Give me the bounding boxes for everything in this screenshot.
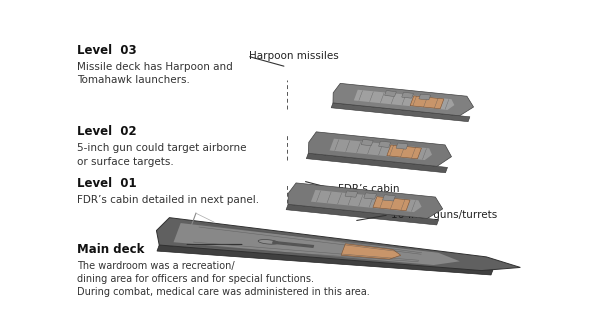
Polygon shape	[331, 103, 470, 122]
Text: 16-inch guns/turrets: 16-inch guns/turrets	[391, 210, 497, 220]
Polygon shape	[157, 218, 520, 271]
FancyBboxPatch shape	[419, 94, 430, 100]
FancyBboxPatch shape	[383, 195, 395, 201]
Text: Level  02: Level 02	[77, 125, 137, 138]
Polygon shape	[157, 245, 493, 275]
Text: Harpoon missiles: Harpoon missiles	[250, 51, 339, 61]
Polygon shape	[306, 153, 448, 173]
FancyBboxPatch shape	[364, 193, 376, 199]
Text: Main deck: Main deck	[77, 243, 145, 256]
Text: Level  01: Level 01	[77, 177, 137, 190]
Polygon shape	[373, 197, 410, 211]
Polygon shape	[308, 132, 451, 166]
Text: The wardroom was a recreation/
dining area for officers and for special function: The wardroom was a recreation/ dining ar…	[77, 261, 370, 297]
FancyBboxPatch shape	[385, 91, 396, 96]
Polygon shape	[410, 96, 444, 109]
Text: 5-inch gun could target airborne
or surface targets.: 5-inch gun could target airborne or surf…	[77, 143, 247, 167]
Polygon shape	[333, 83, 473, 116]
Polygon shape	[354, 90, 454, 110]
Polygon shape	[286, 204, 439, 225]
FancyBboxPatch shape	[345, 191, 358, 197]
Text: Level  03: Level 03	[77, 44, 137, 57]
Polygon shape	[387, 145, 421, 159]
Text: FDR’s cabin detailed in next panel.: FDR’s cabin detailed in next panel.	[77, 195, 259, 205]
Polygon shape	[258, 240, 278, 244]
FancyBboxPatch shape	[361, 140, 373, 146]
FancyBboxPatch shape	[379, 141, 391, 147]
Text: Missile deck has Harpoon and
Tomahawk launchers.: Missile deck has Harpoon and Tomahawk la…	[77, 62, 233, 85]
Polygon shape	[329, 139, 432, 160]
Polygon shape	[173, 223, 460, 265]
Text: FDR’s cabin: FDR’s cabin	[338, 184, 399, 194]
Text: 5-inch gun: 5-inch gun	[343, 138, 398, 148]
FancyBboxPatch shape	[402, 92, 413, 98]
Polygon shape	[288, 183, 443, 219]
FancyBboxPatch shape	[396, 143, 408, 149]
Polygon shape	[341, 244, 401, 259]
Polygon shape	[311, 190, 422, 212]
